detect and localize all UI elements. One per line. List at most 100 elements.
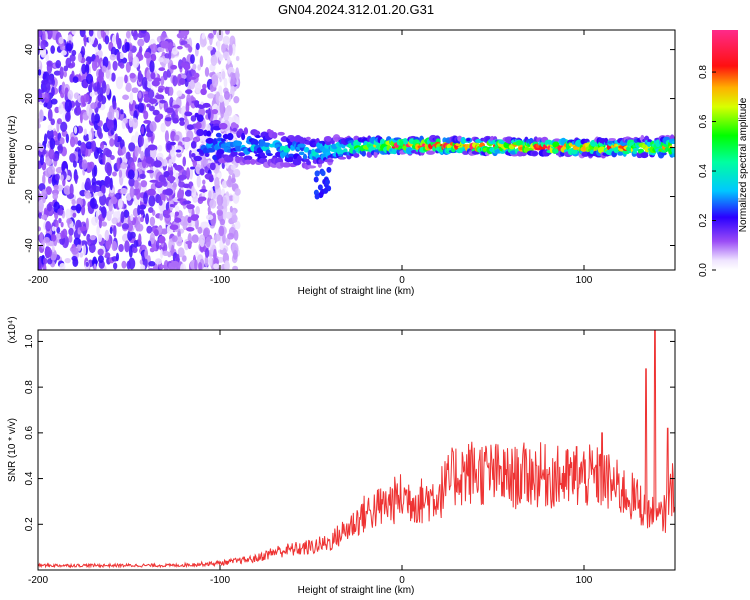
- spectrogram-cell: [207, 93, 215, 99]
- spectrogram-cell: [143, 192, 148, 205]
- spectrogram-cell: [191, 152, 196, 158]
- spectrogram-cell: [59, 66, 64, 80]
- spectrogram-cell: [38, 123, 41, 129]
- spectrogram-cell: [223, 77, 228, 88]
- spectrogram-cell: [160, 42, 170, 49]
- colorbar-ticks: 0.0 0.2 0.4 0.6 0.8: [698, 65, 716, 277]
- spectrogram-cell: [55, 220, 59, 229]
- spectrogram-cell: [198, 262, 203, 270]
- spectrogram-cell: [137, 70, 142, 83]
- spectrogram-cell: [60, 174, 64, 181]
- spectrogram-cell: [159, 99, 167, 104]
- spectrogram-cell: [217, 30, 224, 42]
- spectrogram-cell: [243, 155, 253, 161]
- spectrogram-cell: [38, 69, 42, 76]
- spectrogram-cell: [200, 221, 208, 228]
- spectrogram-cell: [69, 183, 74, 197]
- spectrogram-cell: [112, 262, 118, 270]
- spectrogram-cell: [204, 248, 210, 258]
- spectrogram-cell: [186, 203, 195, 210]
- spectrogram-cell: [46, 203, 53, 212]
- spectrogram-cell: [168, 50, 172, 60]
- spectrogram-cell: [162, 58, 170, 64]
- spectrogram-cell: [156, 181, 165, 186]
- spectrogram-cell: [356, 141, 361, 146]
- spectrogram-cell: [305, 136, 311, 141]
- spectrogram-cell: [219, 100, 225, 113]
- spectrogram-cell: [179, 78, 186, 85]
- spectrogram-cell: [303, 146, 310, 153]
- spectrogram-cell: [139, 209, 145, 215]
- spectrogram-cell: [149, 179, 159, 183]
- spectrogram-cell: [42, 257, 48, 265]
- spectrogram-cell: [199, 168, 205, 176]
- spectrogram-cell: [244, 159, 252, 164]
- spectrogram-cell: [180, 30, 190, 37]
- spectrogram-cell: [216, 148, 225, 155]
- spectrogram-cell: [177, 236, 183, 242]
- spectrogram-cell: [83, 128, 88, 136]
- spectrogram-cell: [169, 141, 176, 146]
- spectrogram-cell: [150, 72, 156, 80]
- spectrogram-cell: [121, 260, 127, 269]
- spectrogram-cell: [532, 151, 537, 156]
- spectrogram-cell: [326, 166, 332, 173]
- spectrogram-cell: [185, 167, 191, 180]
- spectrogram-cell: [122, 94, 130, 100]
- spectrogram-cell: [169, 203, 175, 208]
- spectrogram-cell: [140, 125, 145, 135]
- spectrogram-cell: [97, 93, 104, 103]
- spectrogram-cell: [317, 184, 323, 191]
- spectrogram-cell: [215, 132, 222, 138]
- spectrogram-cell: [85, 261, 89, 267]
- spectrogram-cell: [172, 104, 180, 109]
- spectrogram-cell: [82, 93, 90, 103]
- spectrogram-cell: [170, 64, 178, 70]
- spectrogram-cell: [171, 47, 178, 55]
- y-tick-label: -40: [24, 238, 35, 253]
- x-tick-label: 0: [399, 275, 405, 286]
- spectrogram-cell: [231, 43, 236, 56]
- snr-panel: -200 -100 0 100 0.2 0.4 0.6 0.8 1.0 Height of s…: [7, 316, 676, 596]
- spectrogram-cell: [81, 159, 88, 170]
- spectrogram-cell: [207, 206, 211, 214]
- spectrogram-cell: [208, 190, 212, 199]
- x-tick-label: -200: [28, 575, 48, 586]
- spectrogram-cell: [230, 150, 238, 157]
- spectrogram-cell: [116, 157, 121, 170]
- spectrogram-cell: [177, 189, 184, 201]
- spectrogram-cell: [111, 34, 117, 47]
- spectrogram-cell: [313, 176, 319, 183]
- spectrogram-cell: [146, 79, 154, 89]
- spectrogram-cell: [53, 184, 59, 191]
- spectrogram-cell: [42, 173, 46, 185]
- spectrogram-cell: [54, 140, 60, 146]
- spectrogram-cell: [137, 32, 145, 39]
- spectrogram-cell: [646, 141, 651, 147]
- spectrogram-cell: [174, 217, 182, 223]
- spectrogram-cell: [113, 118, 118, 132]
- spectrogram-cell: [205, 214, 214, 221]
- spectrogram-cell: [48, 148, 55, 160]
- spectrogram-cell: [140, 150, 145, 161]
- colorbar-tick-label: 0.2: [698, 213, 709, 227]
- spectrogram-cell: [210, 54, 218, 66]
- spectrogram-cell: [216, 209, 223, 217]
- spectrogram-cell: [83, 34, 87, 47]
- spectrogram-cell: [196, 128, 205, 137]
- spectrogram-cell: [238, 128, 243, 133]
- spectrogram-cell: [57, 143, 64, 154]
- spectrogram-cell: [81, 204, 86, 216]
- spectrogram-cell: [101, 65, 107, 73]
- spectrogram-cell: [141, 76, 148, 90]
- spectrogram-cell: [138, 134, 144, 147]
- spectrogram-cell: [608, 137, 616, 142]
- spectrogram-cell: [104, 35, 110, 45]
- spectrogram-cell: [46, 128, 55, 140]
- spectrogram-cell: [122, 146, 127, 154]
- spectrogram-cell: [212, 30, 217, 36]
- spectrogram-cell: [118, 169, 123, 178]
- spectrogram-cell: [150, 43, 158, 53]
- spectrogram-cell: [131, 117, 139, 129]
- spectrogram-cell: [38, 257, 42, 270]
